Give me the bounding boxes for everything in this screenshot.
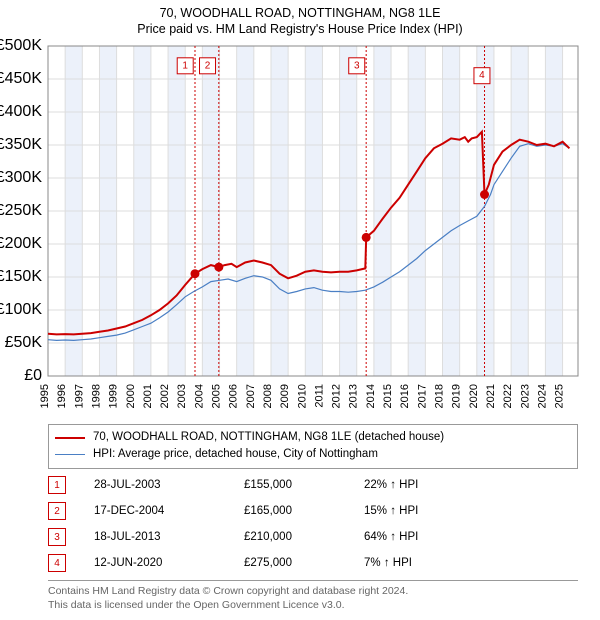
svg-text:£400K: £400K	[0, 103, 42, 120]
svg-text:1999: 1999	[108, 384, 120, 408]
svg-text:3: 3	[354, 60, 360, 71]
svg-text:2013: 2013	[348, 384, 360, 408]
sale-date: 12-JUN-2020	[94, 557, 244, 569]
svg-text:2: 2	[205, 60, 211, 71]
sale-number-box: 1	[48, 476, 66, 494]
sale-pct: 22% ↑ HPI	[364, 479, 474, 491]
svg-text:2002: 2002	[159, 384, 171, 408]
svg-text:£50K: £50K	[5, 334, 43, 351]
title-line1: 70, WOODHALL ROAD, NOTTINGHAM, NG8 1LE	[0, 6, 600, 22]
svg-text:2012: 2012	[331, 384, 343, 408]
legend-label-property: 70, WOODHALL ROAD, NOTTINGHAM, NG8 1LE (…	[93, 429, 444, 446]
sale-pct: 7% ↑ HPI	[364, 557, 474, 569]
svg-text:2008: 2008	[262, 384, 274, 408]
sale-pct: 64% ↑ HPI	[364, 531, 474, 543]
legend-row-hpi: HPI: Average price, detached house, City…	[55, 446, 571, 463]
sale-price: £210,000	[244, 531, 364, 543]
sales-row: 1 28-JUL-2003£155,00022% ↑ HPI	[48, 472, 578, 498]
sales-table: 1 28-JUL-2003£155,00022% ↑ HPI 2 17-DEC-200…	[48, 472, 578, 576]
price-chart: £0£50K£100K£150K£200K£250K£300K£350K£400…	[48, 46, 578, 376]
svg-text:2004: 2004	[193, 384, 205, 408]
sale-price: £165,000	[244, 505, 364, 517]
legend-swatch-property	[55, 437, 85, 439]
svg-text:2014: 2014	[365, 384, 377, 408]
svg-text:1995: 1995	[39, 384, 51, 408]
svg-text:1997: 1997	[73, 384, 85, 408]
svg-text:2024: 2024	[536, 384, 548, 408]
svg-text:2019: 2019	[451, 384, 463, 408]
svg-text:2009: 2009	[279, 384, 291, 408]
sale-number-box: 4	[48, 554, 66, 572]
svg-text:£450K: £450K	[0, 70, 42, 87]
svg-text:2022: 2022	[502, 384, 514, 408]
svg-text:4: 4	[479, 70, 485, 81]
svg-text:2023: 2023	[519, 384, 531, 408]
svg-text:2005: 2005	[211, 384, 223, 408]
footer: Contains HM Land Registry data © Crown c…	[48, 580, 578, 612]
svg-text:£200K: £200K	[0, 235, 42, 252]
legend-row-property: 70, WOODHALL ROAD, NOTTINGHAM, NG8 1LE (…	[55, 429, 571, 446]
svg-text:2010: 2010	[296, 384, 308, 408]
svg-text:2003: 2003	[176, 384, 188, 408]
sales-row: 4 12-JUN-2020£275,0007% ↑ HPI	[48, 550, 578, 576]
svg-text:2001: 2001	[142, 384, 154, 408]
legend-label-hpi: HPI: Average price, detached house, City…	[93, 446, 378, 463]
legend-swatch-hpi	[55, 454, 85, 455]
svg-text:£150K: £150K	[0, 268, 42, 285]
svg-text:2007: 2007	[245, 384, 257, 408]
sale-date: 28-JUL-2003	[94, 479, 244, 491]
svg-text:2000: 2000	[125, 384, 137, 408]
svg-text:2020: 2020	[468, 384, 480, 408]
sale-date: 17-DEC-2004	[94, 505, 244, 517]
svg-text:£500K: £500K	[0, 37, 42, 54]
svg-text:£250K: £250K	[0, 202, 42, 219]
svg-text:2018: 2018	[433, 384, 445, 408]
svg-text:£100K: £100K	[0, 301, 42, 318]
svg-text:2011: 2011	[313, 384, 325, 408]
svg-text:2016: 2016	[399, 384, 411, 408]
svg-text:£350K: £350K	[0, 136, 42, 153]
svg-text:£0: £0	[24, 367, 42, 384]
sale-number-box: 3	[48, 528, 66, 546]
svg-text:2017: 2017	[416, 384, 428, 408]
sales-row: 3 18-JUL-2013£210,00064% ↑ HPI	[48, 524, 578, 550]
footer-line2: This data is licensed under the Open Gov…	[48, 599, 578, 613]
sale-number-box: 2	[48, 502, 66, 520]
svg-text:1996: 1996	[56, 384, 68, 408]
sale-price: £275,000	[244, 557, 364, 569]
chart-title: 70, WOODHALL ROAD, NOTTINGHAM, NG8 1LE P…	[0, 0, 600, 37]
svg-text:£300K: £300K	[0, 169, 42, 186]
legend: 70, WOODHALL ROAD, NOTTINGHAM, NG8 1LE (…	[48, 424, 578, 469]
svg-text:1: 1	[182, 60, 188, 71]
title-line2: Price paid vs. HM Land Registry's House …	[0, 22, 600, 38]
sale-date: 18-JUL-2013	[94, 531, 244, 543]
svg-text:2021: 2021	[485, 384, 497, 408]
svg-text:1998: 1998	[90, 384, 102, 408]
svg-text:2006: 2006	[228, 384, 240, 408]
sale-price: £155,000	[244, 479, 364, 491]
svg-text:2015: 2015	[382, 384, 394, 408]
sales-row: 2 17-DEC-2004£165,00015% ↑ HPI	[48, 498, 578, 524]
sale-pct: 15% ↑ HPI	[364, 505, 474, 517]
svg-text:2025: 2025	[554, 384, 566, 408]
footer-line1: Contains HM Land Registry data © Crown c…	[48, 585, 578, 599]
